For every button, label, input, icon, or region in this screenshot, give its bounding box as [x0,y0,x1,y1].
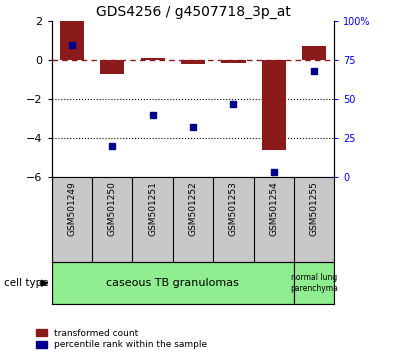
Bar [261,60,286,150]
Text: GSM501250: GSM501250 [108,181,117,236]
Legend: transformed count, percentile rank within the sample: transformed count, percentile rank withi… [36,329,207,349]
Bar [294,262,334,304]
Bar [140,58,165,60]
Bar [60,21,84,60]
Text: GSM501255: GSM501255 [310,181,319,236]
Bar [52,262,294,304]
Text: normal lung
parenchyma: normal lung parenchyma [290,274,338,293]
Text: GSM501253: GSM501253 [229,181,238,236]
Text: cell type: cell type [4,278,49,288]
Bar [221,60,246,63]
Text: GSM501254: GSM501254 [269,181,278,236]
Text: GSM501252: GSM501252 [189,181,197,236]
Bar [302,46,326,60]
Bar [181,60,205,64]
Text: GSM501249: GSM501249 [67,181,76,236]
Text: GSM501251: GSM501251 [148,181,157,236]
Text: caseous TB granulomas: caseous TB granulomas [106,278,239,288]
Bar [100,60,125,74]
Title: GDS4256 / g4507718_3p_at: GDS4256 / g4507718_3p_at [96,5,291,19]
